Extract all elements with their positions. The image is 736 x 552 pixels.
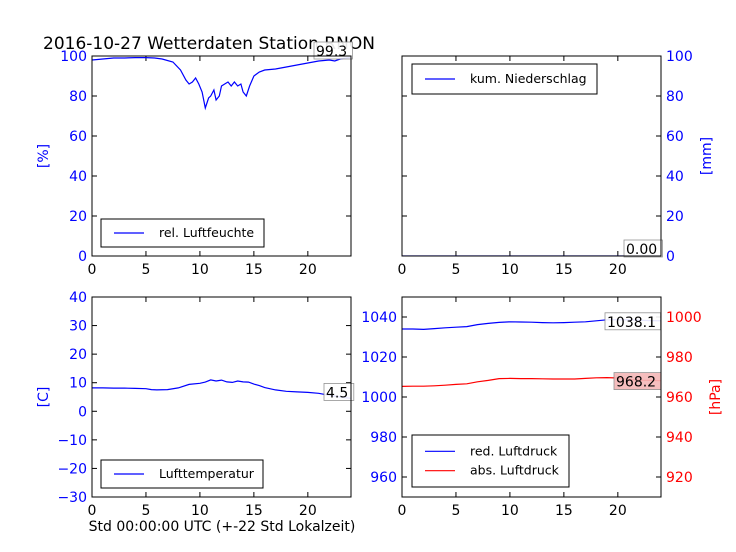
figure-xlabel: Std 00:00:00 UTC (+-22 Std Lokalzeit) — [89, 519, 356, 535]
y-tick-label: 940 — [666, 430, 693, 446]
y-tick-label: 1000 — [361, 390, 397, 406]
y-tick-label: 0 — [78, 249, 87, 265]
y-tick-label: 20 — [69, 347, 87, 363]
figure-title: 2016-10-27 Wetterdaten Station RNON — [43, 34, 375, 54]
y-tick-label: −10 — [57, 433, 87, 449]
value-annotation: 4.5 — [326, 385, 348, 401]
y-tick-label: −20 — [57, 461, 87, 477]
y-tick-label: 0 — [666, 249, 675, 265]
y-tick-label: −30 — [57, 490, 87, 506]
panel-pressure: 0 5 10 15 20 960 980 1000 1020 1040 920 940 960 980 10… — [361, 296, 724, 519]
y-tick-label: 40 — [69, 169, 87, 185]
y-axis-label: [C] — [36, 387, 52, 408]
legend-label: abs. Luftdruck — [470, 463, 560, 478]
x-tick-label: 15 — [245, 262, 263, 278]
y-tick-label: 20 — [666, 209, 684, 225]
y-tick-label: 980 — [370, 430, 397, 446]
temperature-frame — [91, 296, 352, 498]
y-tick-label: 0 — [78, 404, 87, 420]
x-tick-label: 15 — [245, 503, 263, 519]
y-axis-label: [mm] — [699, 137, 715, 175]
series-line — [92, 56, 351, 111]
legend-label: Lufttemperatur — [159, 466, 255, 481]
value-annotation: 968.2 — [616, 375, 656, 391]
legend-box — [411, 434, 570, 488]
y-tick-label: 60 — [666, 129, 684, 145]
panel-humidity: 0 5 10 15 20 0 20 40 60 80 100 [%] rel. Luftfeuchte 9… — [36, 41, 353, 278]
x-tick-label: 20 — [299, 262, 317, 278]
y-tick-label: 1020 — [361, 350, 397, 366]
x-tick-label: 20 — [299, 503, 317, 519]
legend-label: kum. Niederschlag — [470, 71, 587, 86]
y-tick-label: 920 — [666, 470, 693, 486]
x-tick-label: 0 — [88, 262, 97, 278]
series-line — [92, 379, 351, 399]
y-tick-label: 40 — [666, 169, 684, 185]
value-annotation: 0.00 — [626, 242, 657, 258]
x-tick-label: 0 — [398, 503, 407, 519]
y-tick-label: 1040 — [361, 310, 397, 326]
y-tick-label: 960 — [666, 390, 693, 406]
x-tick-label: 5 — [451, 262, 460, 278]
y-tick-label: 1000 — [666, 310, 702, 326]
legend-label: red. Luftdruck — [470, 443, 558, 458]
y-tick-label: 80 — [666, 89, 684, 105]
y-tick-label: 100 — [60, 49, 87, 65]
y-tick-label: 10 — [69, 376, 87, 392]
y-tick-label: 30 — [69, 319, 87, 335]
x-tick-label: 5 — [141, 262, 150, 278]
pressure-frame — [401, 296, 662, 498]
x-tick-label: 15 — [555, 262, 573, 278]
x-tick-label: 0 — [398, 262, 407, 278]
x-tick-label: 20 — [609, 503, 627, 519]
y-tick-label: 960 — [370, 470, 397, 486]
x-tick-label: 5 — [451, 503, 460, 519]
y-axis-label-right: [hPa] — [708, 379, 724, 415]
value-annotation: 99.3 — [316, 44, 347, 60]
x-tick-label: 0 — [88, 503, 97, 519]
x-tick-label: 5 — [141, 503, 150, 519]
value-annotation-box — [623, 239, 663, 258]
y-tick-label: 980 — [666, 350, 693, 366]
y-tick-label: 80 — [69, 89, 87, 105]
y-tick-label: 40 — [69, 290, 87, 306]
x-tick-label: 10 — [191, 503, 209, 519]
x-tick-label: 15 — [555, 503, 573, 519]
x-tick-label: 10 — [501, 262, 519, 278]
x-tick-label: 20 — [609, 262, 627, 278]
x-tick-label: 10 — [191, 262, 209, 278]
panel-precipitation: 0 5 10 15 20 0 20 40 60 80 100 [mm] kum. Niederschla… — [398, 49, 715, 278]
panel-temperature: 0 5 10 15 20 −30 −20 −10 0 10 20 30 40 [C] Lufttempera… — [36, 290, 355, 519]
y-axis-label: [%] — [36, 144, 52, 168]
x-tick-label: 10 — [501, 503, 519, 519]
legend-label: rel. Luftfeuchte — [159, 225, 254, 240]
precipitation-frame — [401, 55, 662, 257]
y-tick-label: 60 — [69, 129, 87, 145]
value-annotation-box — [323, 383, 355, 401]
y-tick-label: 20 — [69, 209, 87, 225]
value-annotation-box — [313, 41, 353, 60]
humidity-frame — [91, 55, 352, 257]
y-tick-label: 100 — [666, 49, 693, 65]
value-annotation: 1038.1 — [607, 315, 656, 331]
